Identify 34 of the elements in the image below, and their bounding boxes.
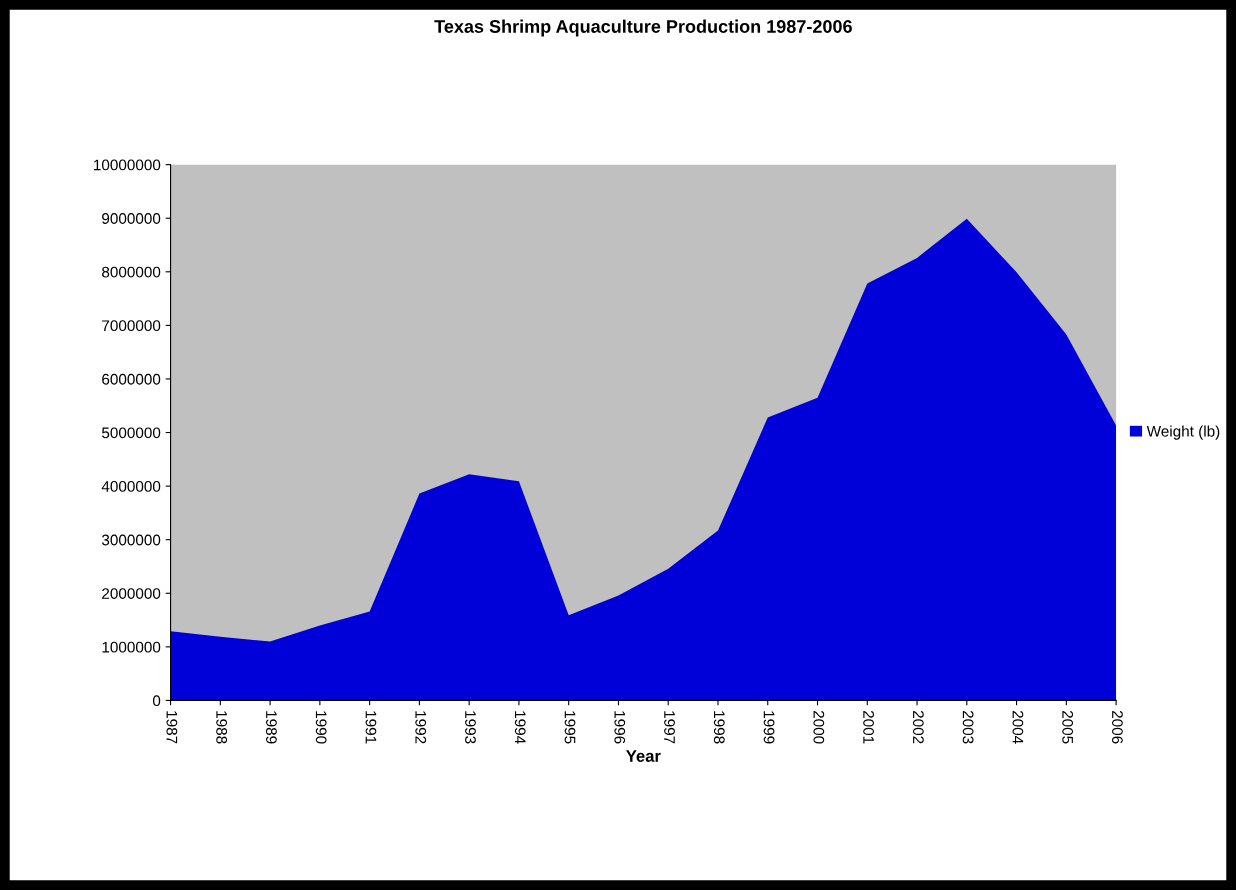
y-tick-label: 0 <box>152 695 161 707</box>
x-tick-label: 2001 <box>863 710 874 744</box>
x-tick-label: 1987 <box>166 711 178 744</box>
x-tick-label: 1993 <box>465 711 476 744</box>
x-tick-label: 1997 <box>664 711 675 744</box>
y-tick-label: 1000000 <box>102 641 161 653</box>
x-tick-label: 1994 <box>514 711 526 744</box>
x-tick-label: 1996 <box>614 711 626 744</box>
y-tick-label: 3000000 <box>101 534 161 546</box>
x-axis-title: Year <box>626 750 661 762</box>
y-tick-label: 2000000 <box>102 588 161 599</box>
x-tick-label: 1991 <box>365 711 377 744</box>
x-tick-label: 2005 <box>1062 710 1074 744</box>
x-tick-label: 2004 <box>1012 710 1024 744</box>
legend-label: Weight (lb) <box>1146 425 1220 440</box>
x-tick-label: 1988 <box>216 711 228 744</box>
x-tick-label: 2006 <box>1112 710 1123 744</box>
y-tick-label: 10000000 <box>94 159 161 171</box>
chart-title: Texas Shrimp Aquaculture Production 1987-2006 <box>434 19 852 37</box>
x-tick-label: 1999 <box>763 711 775 744</box>
y-tick-label: 9000000 <box>102 213 161 224</box>
y-tick-label: 6000000 <box>102 373 161 385</box>
x-tick-label: 2000 <box>813 710 825 744</box>
y-tick-label: 8000000 <box>102 266 161 278</box>
x-tick-label: 1992 <box>415 711 427 744</box>
x-tick-label: 1990 <box>315 711 327 744</box>
x-tick-label: 1995 <box>564 711 576 744</box>
y-tick-label: 4000000 <box>101 480 161 492</box>
x-tick-label: 1989 <box>266 711 277 744</box>
x-tick-label: 1998 <box>713 711 725 744</box>
y-tick-label: 7000000 <box>102 320 161 332</box>
y-tick-label: 5000000 <box>101 427 161 439</box>
x-tick-label: 2003 <box>962 710 974 744</box>
x-tick-label: 2002 <box>912 710 924 744</box>
